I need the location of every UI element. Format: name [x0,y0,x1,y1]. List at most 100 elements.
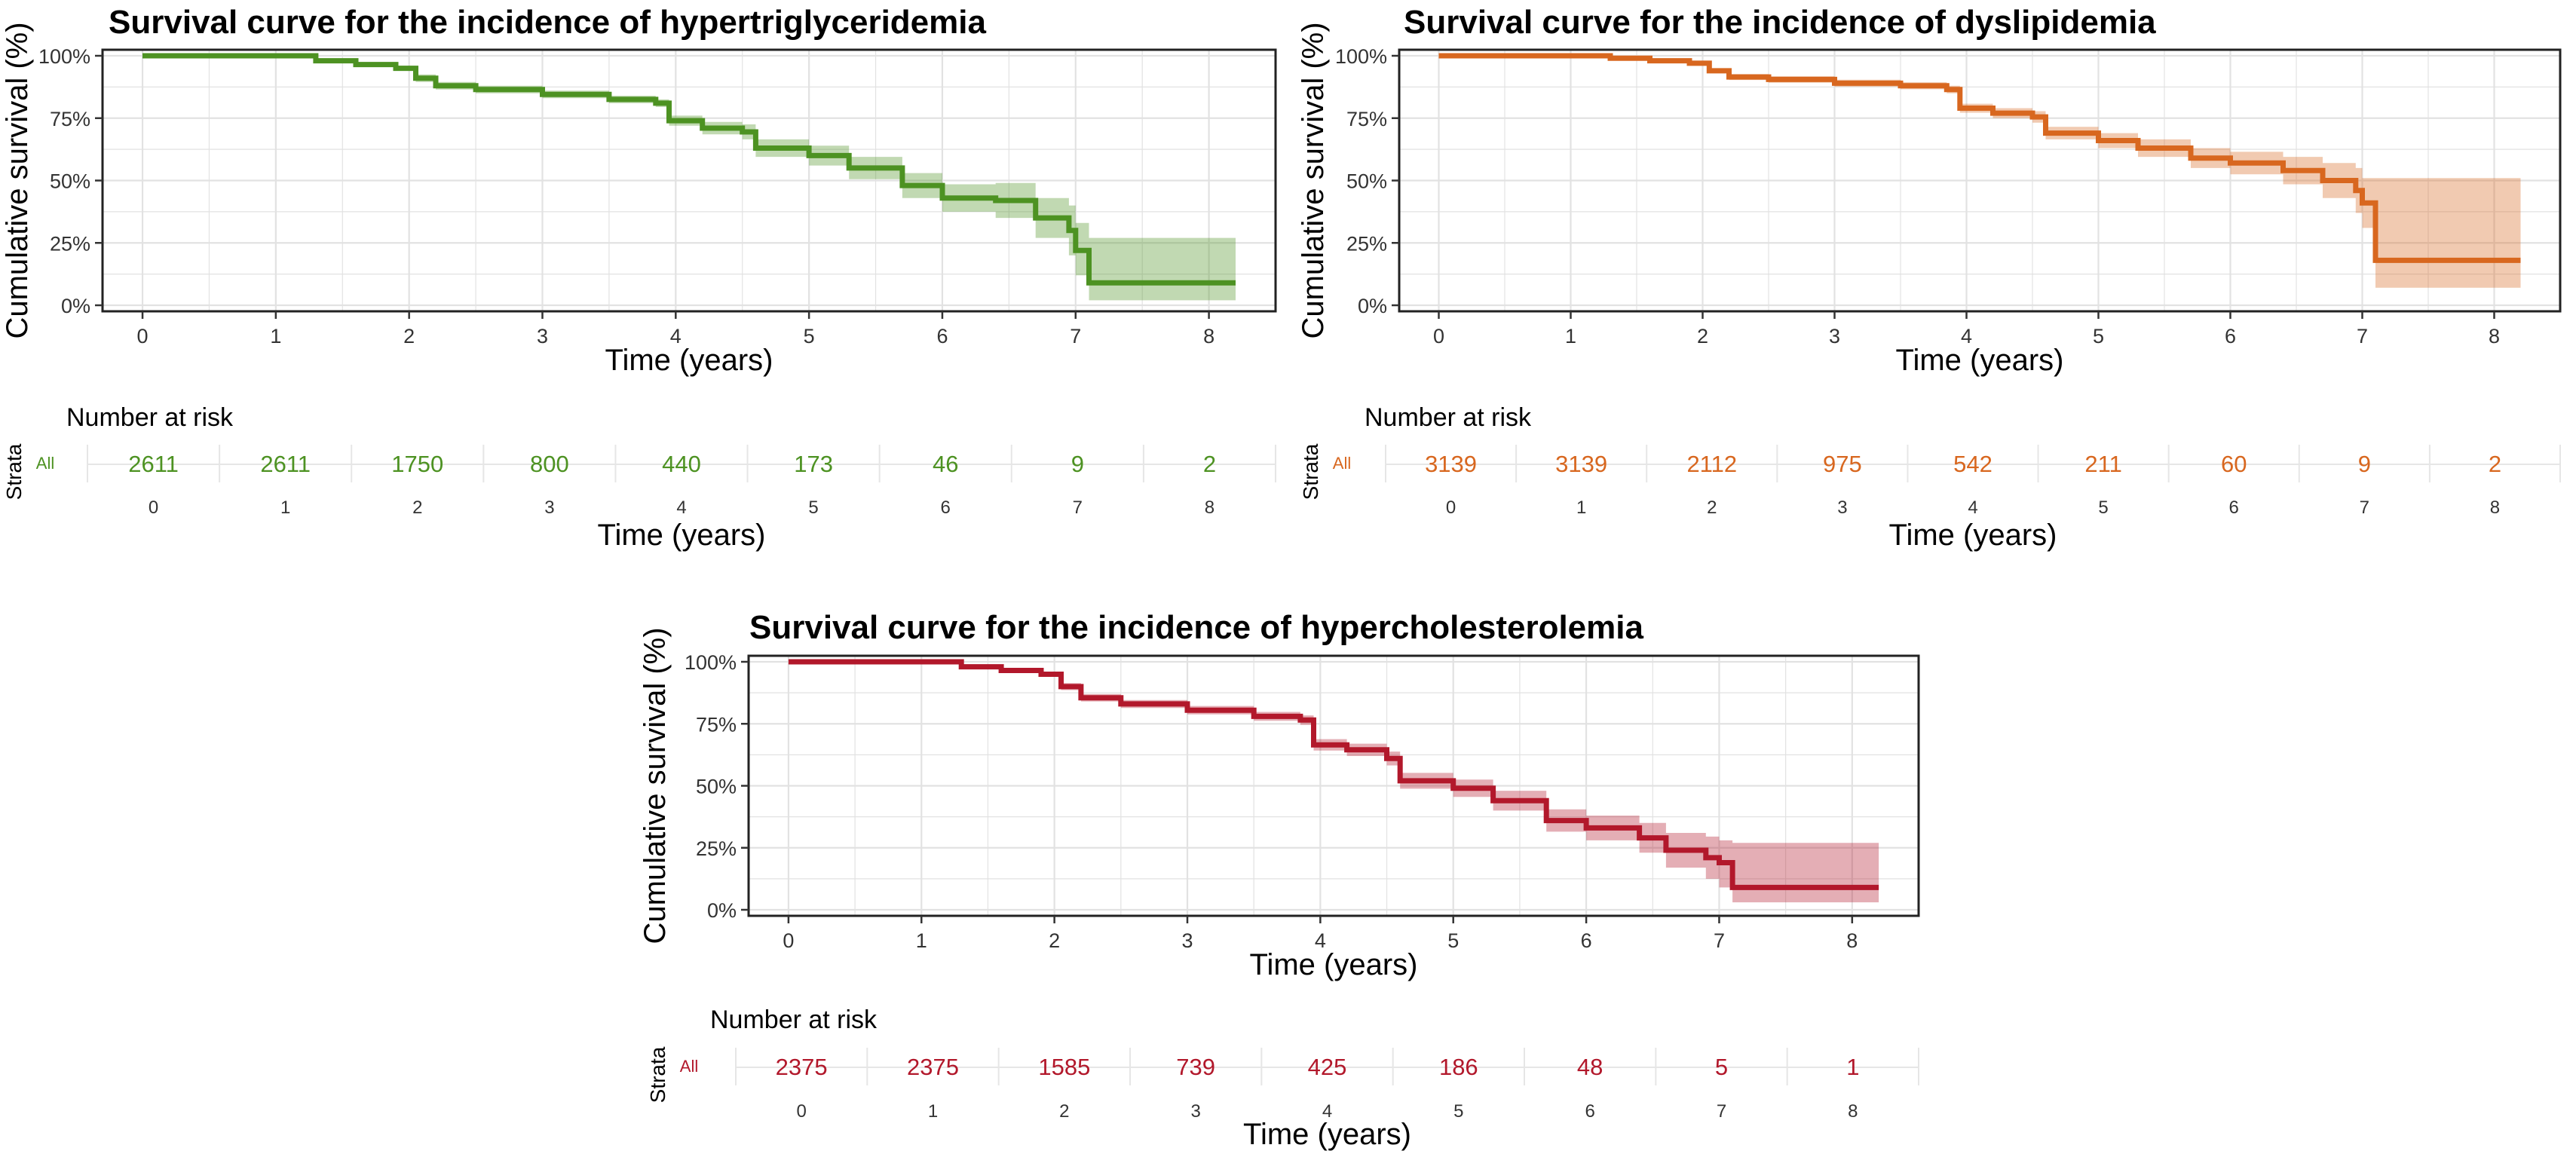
y-tick-label: 75% [50,108,90,130]
y-tick-label: 100% [1335,45,1387,68]
chart-title: Survival curve for the incidence of hype… [749,609,1643,646]
x-tick-label: 5 [1447,929,1459,952]
x-tick-label: 4 [1961,325,1972,347]
risk-count: 2 [2489,451,2501,477]
y-axis-label: Cumulative survival (%) [1297,22,1330,338]
risk-x-tick-label: 8 [2490,497,2500,518]
risk-count: 173 [794,451,833,477]
y-tick-label: 50% [696,776,737,798]
x-tick-label: 4 [670,325,682,347]
x-tick-label: 8 [2489,325,2500,347]
y-tick-label: 0% [61,295,90,317]
risk-count: 211 [2084,451,2121,477]
risk-count: 800 [530,451,569,477]
risk-count: 440 [662,451,701,477]
survival-panel-3: Survival curve for the incidence of hype… [639,609,1920,1151]
risk-x-axis-label: Time (years) [1889,519,2057,552]
survival-curve [788,659,1879,890]
risk-x-tick-label: 3 [1190,1101,1200,1122]
survival-panel-1: Survival curve for the incidence of hype… [1,4,1277,552]
risk-table-title: Number at risk [710,1006,878,1034]
x-tick-label: 1 [916,929,927,952]
x-tick-label: 5 [2093,325,2104,347]
y-axis-label: Cumulative survival (%) [1,22,34,338]
y-tick-label: 0% [707,899,737,922]
risk-x-tick-label: 5 [1453,1101,1463,1122]
risk-x-tick-label: 6 [2229,497,2239,518]
risk-x-tick-label: 6 [1585,1101,1594,1122]
risk-x-tick-label: 8 [1848,1101,1858,1122]
x-tick-label: 1 [270,325,281,347]
risk-count: 48 [1577,1054,1603,1080]
y-tick-label: 100% [685,651,737,674]
risk-count: 3139 [1555,451,1607,477]
x-tick-label: 3 [1181,929,1193,952]
risk-x-tick-label: 7 [1073,497,1083,518]
x-tick-label: 6 [1581,929,1592,952]
y-tick-label: 50% [1346,170,1387,193]
strata-row-label: All [680,1057,698,1076]
risk-count: 2375 [776,1054,828,1080]
risk-x-tick-label: 4 [1322,1101,1332,1122]
strata-label: Strata [646,1046,669,1103]
risk-count: 9 [2358,451,2371,477]
risk-count: 975 [1823,451,1862,477]
risk-count: 3139 [1425,451,1477,477]
risk-x-tick-label: 6 [941,497,951,518]
risk-count: 9 [1071,451,1084,477]
strata-row-label: All [1333,454,1351,473]
x-axis-label: Time (years) [1250,948,1418,981]
y-tick-label: 100% [38,45,90,68]
chart-title: Survival curve for the incidence of hype… [109,4,986,41]
x-tick-label: 0 [783,929,794,952]
y-tick-label: 75% [696,713,737,736]
risk-x-tick-label: 7 [1717,1101,1726,1122]
risk-x-tick-label: 0 [149,497,158,518]
strata-row-label: All [36,454,54,473]
risk-x-axis-label: Time (years) [1243,1118,1411,1151]
survival-panel-2: Survival curve for the incidence of dysl… [1297,4,2562,552]
risk-count: 2112 [1686,451,1737,477]
x-tick-label: 2 [403,325,415,347]
risk-x-tick-label: 0 [1446,497,1456,518]
x-axis-label: Time (years) [1896,344,2064,377]
risk-count: 1 [1846,1054,1859,1080]
risk-x-tick-label: 2 [412,497,422,518]
x-tick-label: 6 [2225,325,2236,347]
strata-label: Strata [2,443,26,500]
x-tick-label: 2 [1697,325,1708,347]
x-tick-label: 5 [804,325,815,347]
risk-x-tick-label: 4 [1968,497,1977,518]
y-tick-label: 50% [50,170,90,193]
y-tick-label: 0% [1358,295,1387,317]
x-tick-label: 7 [1714,929,1725,952]
y-tick-label: 25% [696,837,737,860]
y-tick-label: 25% [50,232,90,255]
risk-count: 2611 [260,451,311,477]
risk-x-tick-label: 7 [2360,497,2369,518]
confidence-band [788,662,1879,903]
risk-count: 2375 [907,1054,959,1080]
risk-count: 60 [2221,451,2247,477]
risk-count: 5 [1715,1054,1728,1080]
x-tick-label: 6 [936,325,948,347]
risk-count: 542 [1953,451,1992,477]
confidence-band [142,56,1236,301]
risk-x-tick-label: 3 [544,497,554,518]
risk-count: 739 [1176,1054,1215,1080]
survival-curve [142,53,1236,286]
risk-count: 425 [1308,1054,1347,1080]
x-tick-label: 8 [1846,929,1858,952]
x-tick-label: 2 [1049,929,1060,952]
risk-x-tick-label: 1 [1576,497,1586,518]
risk-x-tick-label: 2 [1059,1101,1069,1122]
y-tick-label: 25% [1346,232,1387,255]
risk-x-axis-label: Time (years) [598,519,766,552]
x-tick-label: 1 [1565,325,1576,347]
x-tick-label: 4 [1315,929,1326,952]
risk-count: 1750 [391,451,443,477]
risk-count: 1585 [1038,1054,1090,1080]
